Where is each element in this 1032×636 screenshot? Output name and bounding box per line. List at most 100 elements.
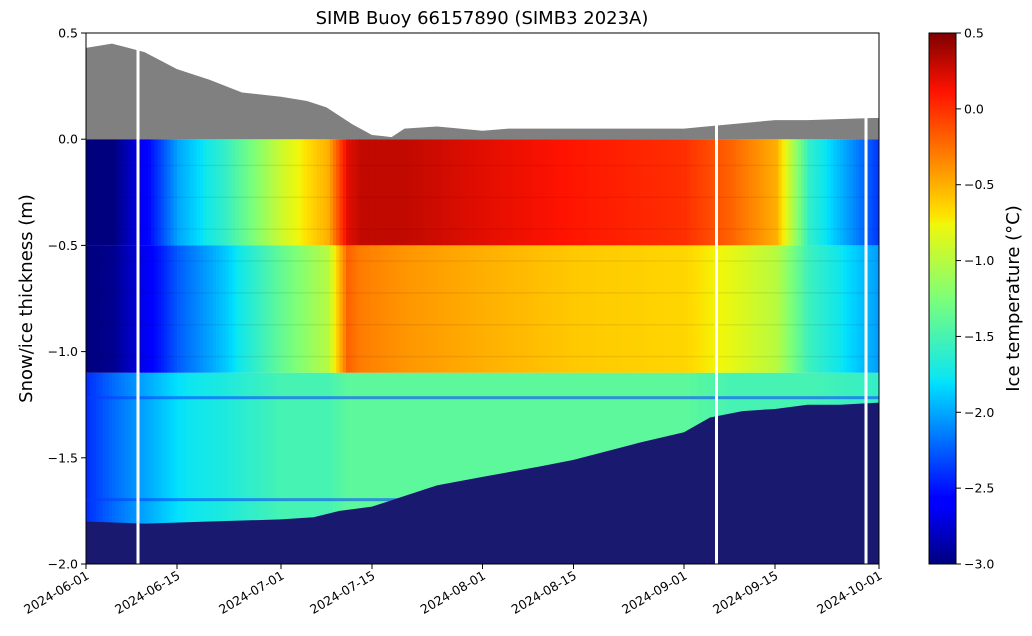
temperature-band-middle bbox=[570, 245, 575, 373]
temperature-band-middle bbox=[625, 245, 630, 373]
temperature-band-middle bbox=[352, 245, 357, 373]
temperature-band-middle bbox=[518, 245, 523, 373]
temperature-band-middle bbox=[427, 245, 432, 373]
temperature-band-lower bbox=[424, 372, 428, 564]
temperature-band-middle bbox=[437, 245, 441, 373]
temperature-band-lower bbox=[524, 372, 529, 564]
temperature-band-middle bbox=[255, 245, 259, 373]
temperature-band-upper bbox=[784, 139, 789, 246]
temperature-band-middle bbox=[245, 245, 250, 373]
temperature-band-upper bbox=[459, 139, 464, 246]
temperature-band-middle bbox=[745, 245, 750, 373]
temperature-band-upper bbox=[593, 139, 597, 246]
sensor-line bbox=[86, 323, 879, 326]
temperature-band-lower bbox=[147, 372, 152, 564]
temperature-band-upper bbox=[752, 139, 757, 246]
sensor-line bbox=[86, 292, 879, 294]
temperature-band-middle bbox=[801, 245, 805, 373]
temperature-band-upper bbox=[108, 139, 113, 246]
temperature-band-upper bbox=[680, 139, 685, 246]
temperature-band-middle bbox=[346, 245, 350, 373]
temperature-band-middle bbox=[290, 245, 295, 373]
temperature-band-lower bbox=[232, 372, 237, 564]
temperature-band-upper bbox=[641, 139, 646, 246]
temperature-band-lower bbox=[511, 372, 516, 564]
temperature-band-middle bbox=[810, 245, 815, 373]
temperature-band-upper bbox=[92, 139, 97, 246]
temperature-band-upper bbox=[450, 139, 454, 246]
temperature-band-middle bbox=[128, 245, 133, 373]
colorbar-tick-label: −1.0 bbox=[964, 253, 994, 268]
temperature-band-middle bbox=[684, 245, 688, 373]
temperature-band-middle bbox=[781, 245, 786, 373]
temperature-band-upper bbox=[615, 139, 620, 246]
temperature-band-middle bbox=[310, 245, 315, 373]
temperature-band-upper bbox=[212, 139, 217, 246]
temperature-band-lower bbox=[303, 372, 308, 564]
temperature-band-lower bbox=[316, 372, 321, 564]
temperature-band-upper bbox=[375, 139, 380, 246]
temperature-band-lower bbox=[95, 372, 100, 564]
temperature-band-middle bbox=[355, 245, 360, 373]
temperature-band-lower bbox=[407, 372, 412, 564]
temperature-band-upper bbox=[547, 139, 552, 246]
data-gap bbox=[715, 33, 718, 564]
temperature-band-upper bbox=[846, 139, 851, 246]
temperature-band-upper bbox=[853, 139, 857, 246]
temperature-band-upper bbox=[807, 139, 812, 246]
temperature-band-upper bbox=[86, 139, 90, 246]
temperature-band-lower bbox=[261, 372, 266, 564]
temperature-band-lower bbox=[375, 372, 380, 564]
temperature-band-lower bbox=[115, 372, 120, 564]
temperature-band-middle bbox=[216, 245, 220, 373]
temperature-band-middle bbox=[609, 245, 614, 373]
temperature-band-lower bbox=[242, 372, 246, 564]
temperature-band-upper bbox=[550, 139, 555, 246]
temperature-band-upper bbox=[440, 139, 445, 246]
temperature-band-middle bbox=[833, 245, 838, 373]
temperature-band-upper bbox=[719, 139, 724, 246]
temperature-band-middle bbox=[602, 245, 607, 373]
temperature-band-upper bbox=[866, 139, 870, 246]
temperature-band-middle bbox=[550, 245, 555, 373]
temperature-band-middle bbox=[453, 245, 458, 373]
temperature-band-lower bbox=[359, 372, 363, 564]
temperature-band-middle bbox=[385, 245, 389, 373]
temperature-band-upper bbox=[199, 139, 204, 246]
temperature-band-upper bbox=[511, 139, 516, 246]
temperature-band-lower bbox=[251, 372, 256, 564]
temperature-band-upper bbox=[268, 139, 272, 246]
temperature-band-upper bbox=[121, 139, 126, 246]
temperature-band-lower bbox=[281, 372, 285, 564]
colorbar-tick-label: −3.0 bbox=[964, 557, 994, 572]
temperature-band-middle bbox=[615, 245, 620, 373]
temperature-band-upper bbox=[271, 139, 276, 246]
temperature-band-lower bbox=[388, 372, 393, 564]
temperature-band-middle bbox=[544, 245, 549, 373]
temperature-band-lower bbox=[310, 372, 315, 564]
temperature-band-upper bbox=[339, 139, 344, 246]
temperature-band-upper bbox=[632, 139, 636, 246]
temperature-band-upper bbox=[479, 139, 484, 246]
temperature-band-upper bbox=[372, 139, 376, 246]
temperature-band-upper bbox=[732, 139, 737, 246]
temperature-band-upper bbox=[313, 139, 318, 246]
temperature-band-lower bbox=[355, 372, 360, 564]
temperature-band-upper bbox=[359, 139, 363, 246]
temperature-band-lower bbox=[193, 372, 198, 564]
temperature-band-lower bbox=[411, 372, 415, 564]
temperature-band-lower bbox=[222, 372, 227, 564]
temperature-band-middle bbox=[563, 245, 568, 373]
temperature-band-middle bbox=[726, 245, 731, 373]
temperature-band-middle bbox=[859, 245, 864, 373]
temperature-band-middle bbox=[515, 245, 519, 373]
temperature-band-upper bbox=[810, 139, 815, 246]
temperature-band-upper bbox=[791, 139, 796, 246]
temperature-band-middle bbox=[131, 245, 136, 373]
temperature-band-middle bbox=[664, 245, 669, 373]
chart-title: SIMB Buoy 66157890 (SIMB3 2023A) bbox=[316, 8, 649, 29]
x-tick-label: 2024-08-01 bbox=[418, 568, 488, 617]
temperature-band-upper bbox=[147, 139, 152, 246]
temperature-band-lower bbox=[287, 372, 292, 564]
temperature-band-upper bbox=[89, 139, 94, 246]
